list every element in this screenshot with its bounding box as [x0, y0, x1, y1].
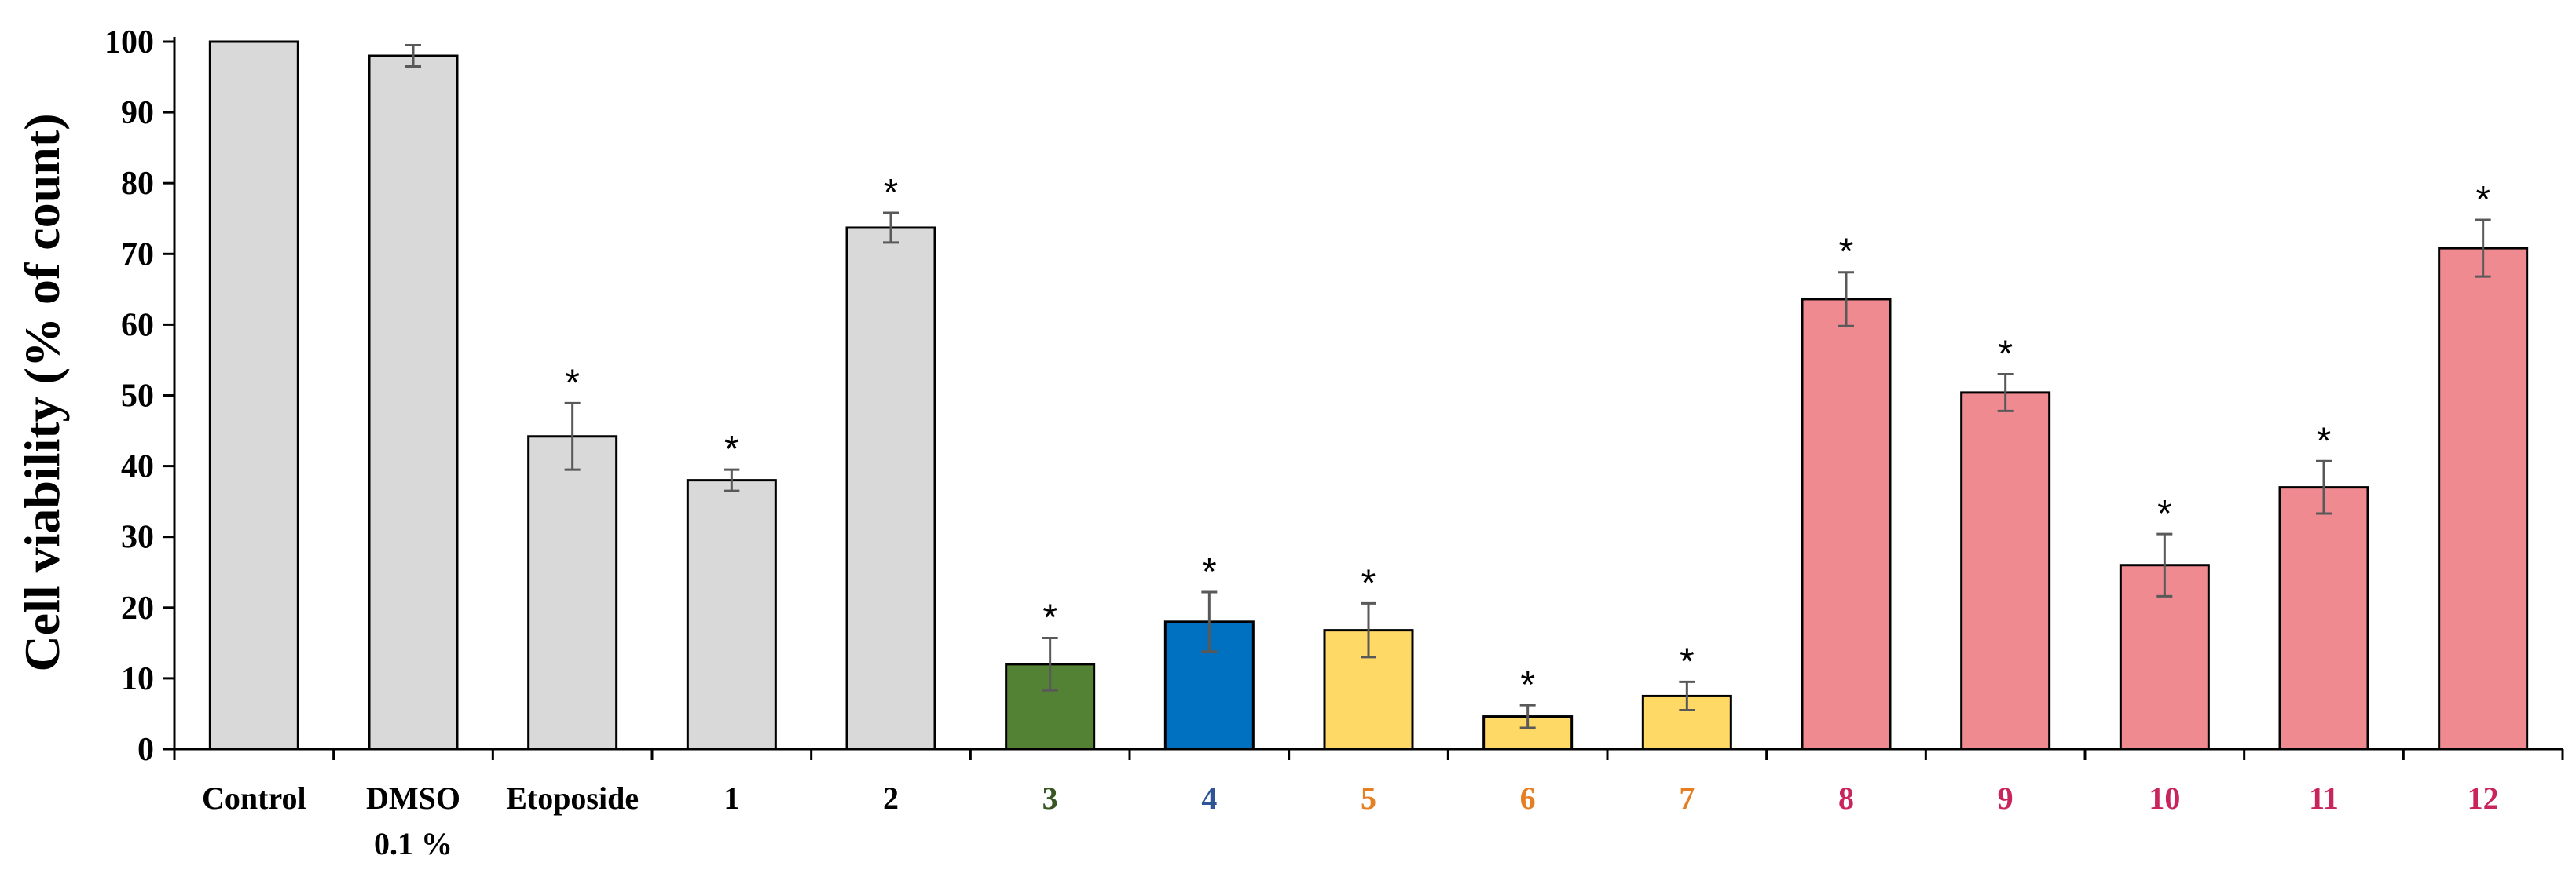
- category-label: 2: [883, 780, 899, 816]
- category-label: Etoposide: [506, 780, 639, 816]
- y-tick-label: 50: [121, 378, 154, 415]
- y-tick-label: 70: [121, 236, 154, 272]
- significance-marker: *: [2157, 493, 2172, 535]
- category-sublabel: 0.1 %: [374, 826, 453, 861]
- significance-marker: *: [1839, 232, 1854, 273]
- significance-marker: *: [1361, 562, 1376, 604]
- y-tick-label: 10: [121, 661, 154, 697]
- bar: [1801, 298, 1892, 751]
- category-label: 9: [1998, 780, 2014, 816]
- significance-marker: *: [884, 172, 899, 214]
- bar: [208, 40, 299, 751]
- category-label: 6: [1520, 780, 1536, 816]
- bar: [2278, 486, 2369, 751]
- significance-marker: *: [2317, 420, 2332, 462]
- category-label: 7: [1679, 780, 1695, 816]
- bar: [368, 54, 459, 751]
- y-tick-label: 90: [121, 95, 154, 131]
- category-label: Control: [202, 780, 306, 816]
- significance-marker: *: [565, 362, 580, 404]
- category-label: 12: [2468, 780, 2499, 816]
- significance-marker: *: [2475, 179, 2490, 221]
- bar: [527, 435, 618, 751]
- category-label: 11: [2309, 780, 2339, 816]
- y-tick-label: 80: [121, 166, 154, 202]
- bars: * * * * * * * * * * * * *: [208, 40, 2529, 751]
- category-label: 5: [1361, 780, 1376, 816]
- category-label: DMSO: [366, 780, 460, 816]
- y-tick-label: 40: [121, 449, 154, 485]
- significance-marker: *: [1202, 551, 1217, 593]
- bar: [2438, 247, 2529, 751]
- y-tick-label: 30: [121, 520, 154, 556]
- category-label: 8: [1838, 780, 1854, 816]
- significance-marker: *: [1998, 333, 2013, 375]
- significance-marker: *: [1042, 598, 1057, 639]
- category-label: 4: [1201, 780, 1217, 816]
- y-axis-label: Cell viability (% of count): [14, 113, 70, 671]
- y-tick-label: 100: [104, 24, 154, 60]
- bar: [1960, 391, 2051, 751]
- bar: [686, 479, 777, 751]
- category-label: 3: [1042, 780, 1058, 816]
- category-label: 10: [2149, 780, 2180, 816]
- significance-marker: *: [724, 429, 739, 470]
- bar: [845, 226, 936, 751]
- y-tick-label: 60: [121, 307, 154, 343]
- category-label: 1: [724, 780, 739, 816]
- significance-marker: *: [1680, 641, 1695, 682]
- y-tick-label: 0: [137, 732, 154, 768]
- y-tick-label: 20: [121, 590, 154, 627]
- significance-marker: *: [1520, 664, 1535, 706]
